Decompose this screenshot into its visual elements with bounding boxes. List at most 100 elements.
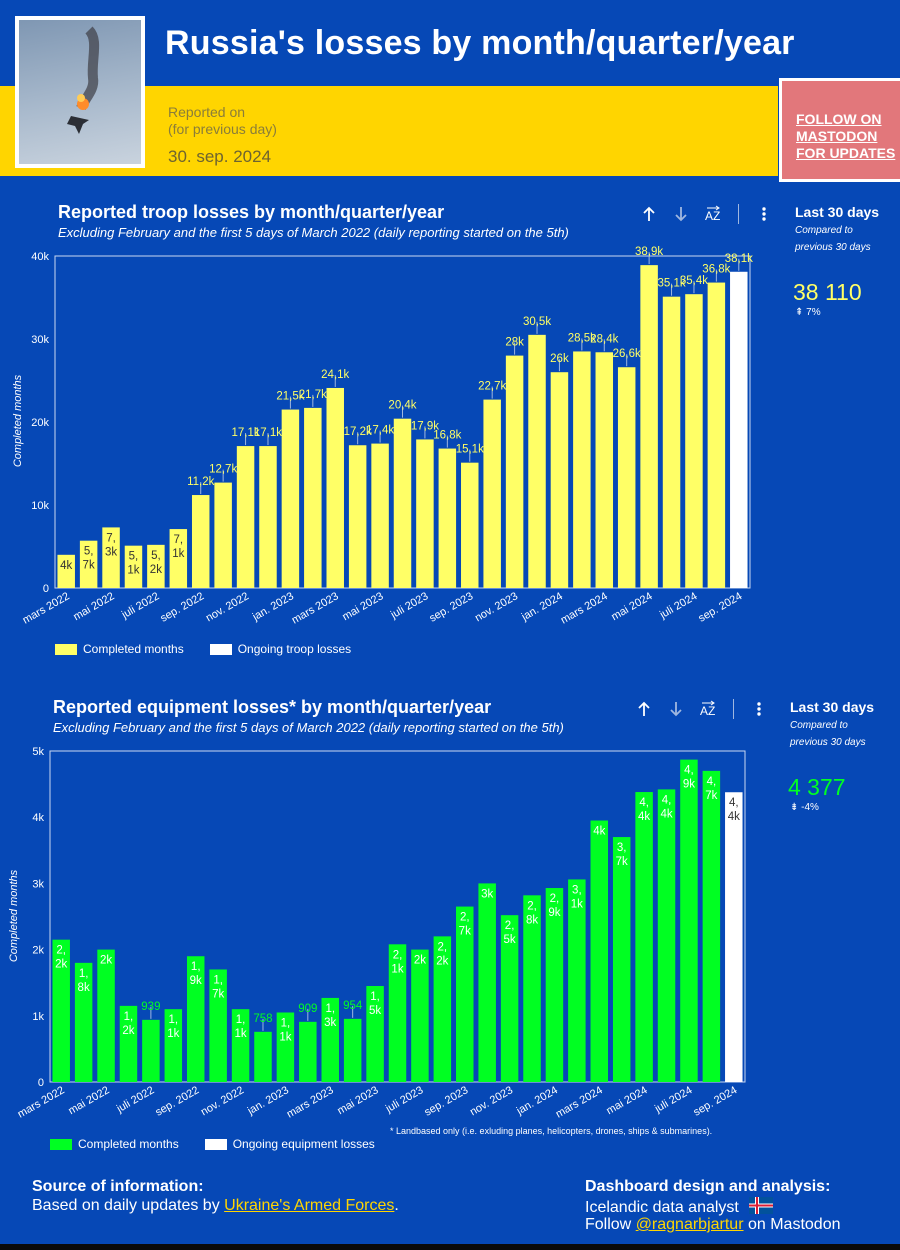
equipment-bar[interactable] bbox=[590, 820, 609, 1082]
troop-data-label: 5, 1k bbox=[127, 551, 139, 577]
equipment-legend-completed[interactable]: Completed months bbox=[50, 1137, 179, 1151]
troop-bar[interactable] bbox=[348, 445, 367, 588]
equipment-bar[interactable] bbox=[299, 1021, 317, 1082]
troop-bar[interactable] bbox=[483, 399, 501, 588]
more-options-icon[interactable] bbox=[753, 203, 775, 225]
troop-bar-ongoing[interactable] bbox=[730, 271, 748, 588]
follow-button-label[interactable]: FOLLOW ON MASTODON FOR UPDATES bbox=[796, 111, 895, 162]
troop-bar[interactable] bbox=[438, 448, 457, 588]
sort-descending-icon[interactable] bbox=[665, 698, 687, 720]
equipment-bar[interactable] bbox=[657, 789, 676, 1082]
equipment-bar[interactable] bbox=[702, 770, 721, 1082]
equipment-bar[interactable] bbox=[321, 997, 339, 1082]
troop-bar[interactable] bbox=[505, 355, 524, 588]
troop-legend-completed[interactable]: Completed months bbox=[55, 642, 184, 656]
troop-bar[interactable] bbox=[259, 446, 277, 588]
sort-descending-icon[interactable] bbox=[670, 203, 692, 225]
sort-ascending-icon[interactable] bbox=[633, 698, 655, 720]
equipment-bar[interactable] bbox=[52, 939, 70, 1082]
troop-bar[interactable] bbox=[617, 367, 636, 588]
troop-bar[interactable] bbox=[528, 334, 546, 588]
troop-bar[interactable] bbox=[79, 540, 98, 588]
troop-bar[interactable] bbox=[147, 544, 165, 588]
follow-text-lead: Follow bbox=[585, 1216, 636, 1233]
troop-bar[interactable] bbox=[371, 443, 389, 588]
troop-bar[interactable] bbox=[57, 554, 75, 588]
equipment-data-label: 3, 1k bbox=[571, 884, 583, 910]
equipment-bar[interactable] bbox=[276, 1012, 295, 1082]
mastodon-handle-link[interactable]: @ragnarbjartur bbox=[635, 1216, 744, 1233]
troop-kpi-compare: Compared to previous 30 days bbox=[795, 222, 885, 256]
equipment-bar[interactable] bbox=[74, 962, 93, 1082]
troop-bar[interactable] bbox=[214, 482, 232, 588]
troop-bar[interactable] bbox=[550, 372, 569, 588]
equipment-bar[interactable] bbox=[680, 759, 698, 1082]
troop-data-label: 15,1k bbox=[456, 444, 484, 456]
equipment-bar[interactable] bbox=[500, 915, 519, 1082]
troop-bar[interactable] bbox=[191, 495, 210, 588]
equipment-bar[interactable] bbox=[545, 888, 564, 1082]
equipment-bar[interactable] bbox=[478, 883, 496, 1082]
equipment-legend-ongoing[interactable]: Ongoing equipment losses bbox=[204, 1137, 375, 1151]
equipment-data-label: 4k bbox=[593, 826, 605, 838]
equipment-bar[interactable] bbox=[612, 837, 631, 1082]
troop-bar[interactable] bbox=[416, 439, 434, 588]
troop-bar[interactable] bbox=[685, 294, 703, 588]
follow-mastodon-button[interactable]: FOLLOW ON MASTODON FOR UPDATES bbox=[779, 78, 900, 182]
troop-bar[interactable] bbox=[326, 387, 344, 588]
troop-bar[interactable] bbox=[662, 296, 681, 588]
troop-bar[interactable] bbox=[304, 407, 322, 588]
troop-bar[interactable] bbox=[102, 527, 120, 588]
troop-bar[interactable] bbox=[707, 282, 726, 588]
troop-bar[interactable] bbox=[640, 265, 658, 588]
equipment-bar[interactable] bbox=[142, 1019, 160, 1082]
equipment-bar[interactable] bbox=[209, 969, 227, 1082]
equipment-bar[interactable] bbox=[366, 986, 384, 1082]
troop-legend-ongoing[interactable]: Ongoing troop losses bbox=[209, 642, 351, 656]
troop-data-label: 35,4k bbox=[680, 275, 708, 287]
troop-bar[interactable] bbox=[461, 462, 479, 588]
sort-ascending-icon[interactable] bbox=[638, 203, 660, 225]
equipment-bar[interactable] bbox=[119, 1005, 138, 1082]
equipment-bar[interactable] bbox=[433, 936, 452, 1082]
follow-text-end: on Mastodon bbox=[743, 1216, 841, 1233]
equipment-bar[interactable] bbox=[523, 895, 541, 1082]
troop-bar[interactable] bbox=[169, 529, 188, 588]
equipment-data-label: 2k bbox=[100, 955, 112, 967]
troop-y-tick-label: 0 bbox=[43, 583, 49, 595]
troop-data-label: 28k bbox=[505, 337, 524, 349]
equipment-data-label: 4, 4k bbox=[660, 794, 672, 820]
troop-bar[interactable] bbox=[124, 545, 143, 588]
troop-bar[interactable] bbox=[281, 409, 300, 588]
equipment-bar[interactable] bbox=[568, 879, 586, 1082]
equipment-bar[interactable] bbox=[186, 956, 205, 1082]
troop-bar[interactable] bbox=[595, 352, 614, 588]
follow-line-3[interactable]: FOR UPDATES bbox=[796, 145, 896, 161]
equipment-bar[interactable] bbox=[411, 949, 429, 1082]
equipment-bar[interactable] bbox=[388, 944, 407, 1082]
equipment-bar[interactable] bbox=[456, 906, 474, 1082]
equipment-data-label: 2, 9k bbox=[548, 893, 560, 919]
more-options-icon[interactable] bbox=[748, 698, 770, 720]
equipment-data-label: 2, 5k bbox=[504, 920, 516, 946]
equipment-bar[interactable] bbox=[635, 792, 653, 1082]
equipment-bar[interactable] bbox=[343, 1018, 362, 1082]
equipment-bar[interactable] bbox=[97, 949, 115, 1082]
equipment-x-tick-label: sep. 2024 bbox=[691, 1084, 739, 1119]
troop-x-tick-label: mai 2024 bbox=[609, 590, 654, 623]
troop-data-label: 17,2k bbox=[344, 426, 372, 438]
follow-line-1[interactable]: FOLLOW ON bbox=[796, 111, 882, 127]
equipment-bar[interactable] bbox=[164, 1009, 183, 1082]
equipment-bar[interactable] bbox=[231, 1009, 250, 1082]
troop-bar[interactable] bbox=[573, 351, 591, 588]
troop-bar[interactable] bbox=[236, 446, 255, 588]
equipment-bar-ongoing[interactable] bbox=[725, 792, 743, 1082]
equipment-bar[interactable] bbox=[254, 1031, 272, 1082]
troop-x-tick-label: mars 2024 bbox=[559, 590, 610, 626]
follow-line-2[interactable]: MASTODON bbox=[796, 128, 878, 144]
source-link[interactable]: Ukraine's Armed Forces bbox=[224, 1197, 395, 1214]
troop-bar[interactable] bbox=[393, 418, 412, 588]
